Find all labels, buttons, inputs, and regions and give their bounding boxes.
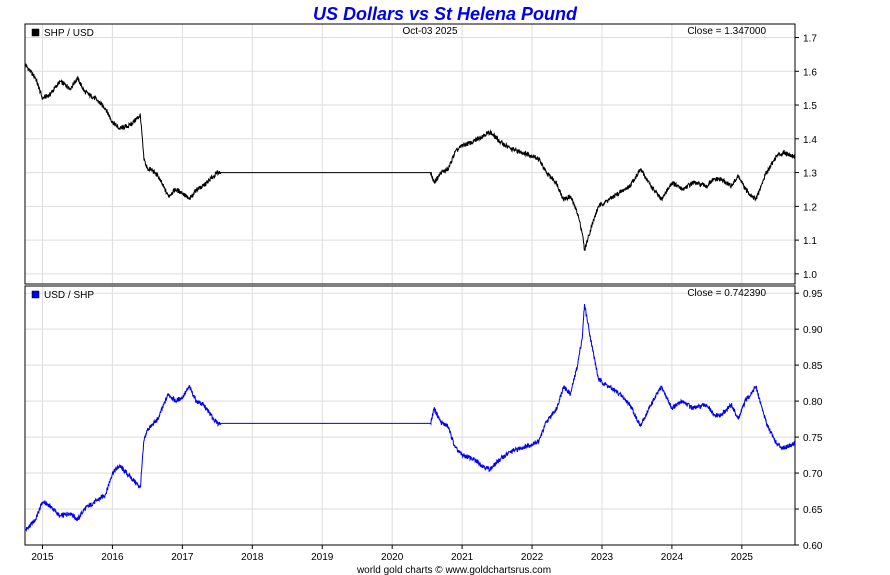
y-tick-label: 1.6 [803,67,817,78]
panel-frame [24,285,796,546]
y-tick-label: 1.2 [803,202,817,213]
series-line [24,303,796,533]
y-tick-label: 1.3 [803,169,817,180]
close-label: Close = 0.742390 [687,288,766,299]
x-axis: 2015 2016 2017 2018 2019 2020 2021 2022 2023 2024… [31,545,753,563]
series-line [24,62,796,251]
panel-1: 1.7 1.6 1.5 1.4 1.3 1.2 1.1 1.0 SHP / USD Close =… [24,23,817,285]
legend-swatch [31,290,40,299]
close-label: Close = 1.347000 [687,26,766,37]
chart-title: US Dollars vs St Helena Pound [313,4,578,24]
x-tick-label: 2021 [451,552,474,563]
panel-2: 0.95 0.90 0.85 0.80 0.75 0.70 0.65 0.60 USD / SH… [24,285,823,552]
x-tick-label: 2015 [31,552,54,563]
legend-label: USD / SHP [44,290,94,301]
chart-panels: 1.7 1.6 1.5 1.4 1.3 1.2 1.1 1.0 SHP / USD Close =… [24,23,823,552]
legend-label: SHP / USD [44,28,94,39]
y-tick-label: 1.4 [803,135,817,146]
footer-credit: world gold charts © www.goldchartsrus.co… [356,565,551,575]
y-tick-label: 0.75 [803,433,823,444]
date-label: Oct-03 2025 [402,26,457,37]
x-tick-label: 2019 [311,552,334,563]
y-tick-label: 0.65 [803,505,823,516]
y-tick-label: 0.70 [803,469,823,480]
y-tick-label: 0.85 [803,361,823,372]
x-tick-label: 2017 [171,552,194,563]
y-tick-label: 0.80 [803,397,823,408]
y-tick-label: 1.0 [803,270,817,281]
x-tick-label: 2018 [241,552,264,563]
x-tick-label: 2022 [521,552,544,563]
panel-frame [24,23,796,285]
y-tick-label: 0.60 [803,541,823,552]
x-tick-label: 2025 [731,552,754,563]
y-tick-label: 1.5 [803,101,817,112]
x-tick-label: 2023 [591,552,614,563]
x-tick-label: 2024 [661,552,684,563]
y-tick-label: 0.95 [803,289,823,300]
y-tick-label: 0.90 [803,325,823,336]
y-tick-label: 1.1 [803,236,817,247]
x-tick-label: 2016 [101,552,124,563]
y-tick-label: 1.7 [803,34,817,45]
x-tick-label: 2020 [381,552,404,563]
legend-swatch [31,28,40,37]
